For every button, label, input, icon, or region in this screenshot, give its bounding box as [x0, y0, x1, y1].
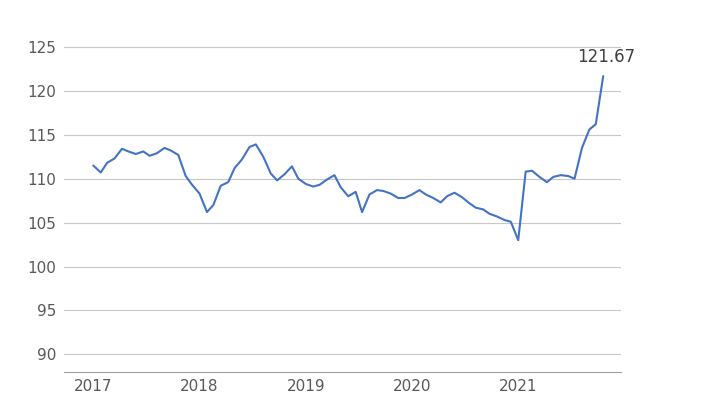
Text: 121.67: 121.67 — [577, 48, 635, 66]
